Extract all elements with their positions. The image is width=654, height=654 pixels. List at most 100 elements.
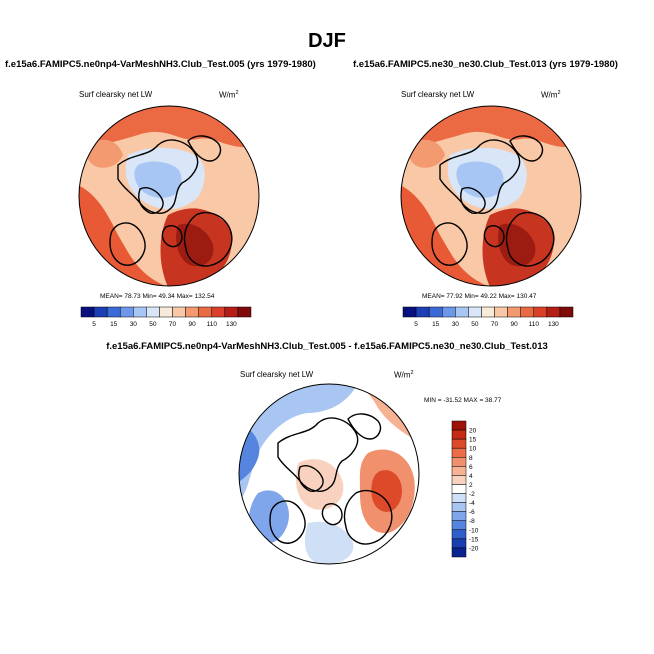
coastline — [505, 211, 555, 267]
colorbar-swatch — [451, 502, 467, 512]
colorbar-tick-label: 5 — [414, 321, 418, 328]
map-boundary — [78, 105, 260, 287]
colorbar-tick-label: 110 — [207, 321, 218, 328]
coastline — [187, 135, 222, 162]
panel1-units: W/m2 — [219, 90, 239, 100]
colorbar-tick-label: 5 — [92, 321, 96, 328]
map-contour-region — [304, 521, 354, 564]
panel1-polar-map — [78, 105, 260, 287]
map-contour-region — [407, 139, 445, 168]
colorbar-swatch — [451, 420, 467, 431]
coastline — [483, 225, 505, 248]
colorbar-swatch — [451, 511, 467, 521]
colorbar-swatch — [451, 438, 467, 449]
coastlines — [109, 135, 233, 267]
colorbar-tick-label: 130 — [226, 321, 237, 328]
colorbar-tick-label: 70 — [169, 321, 177, 328]
colorbar-tick-label: -4 — [469, 500, 475, 507]
diff-variable-label: Surf clearsky net LW — [240, 370, 314, 379]
colorbar-swatch — [451, 529, 467, 540]
colorbar-swatch — [146, 306, 160, 318]
figure-title: DJF — [308, 30, 346, 52]
colorbar-tick-label: 50 — [149, 321, 157, 328]
colorbar-swatch — [520, 306, 535, 318]
colorbar-swatch — [451, 484, 467, 494]
colorbar-swatch — [533, 306, 548, 318]
panel2-polar-map — [400, 105, 582, 287]
colorbar-swatch — [451, 475, 467, 485]
colorbar-tick-label: 15 — [469, 437, 477, 444]
map-contour-region — [295, 459, 344, 510]
colorbar-tick-label: 8 — [469, 455, 473, 462]
diff-stats: MIN = -31.52 MAX = 38.77 — [424, 397, 502, 404]
coastline — [109, 222, 146, 266]
panel2-variable-label: Surf clearsky net LW — [401, 90, 475, 99]
map-contour-region — [239, 384, 358, 503]
colorbar-swatch — [237, 306, 252, 318]
colorbar-swatch — [172, 306, 186, 318]
colorbar-tick-label: -20 — [469, 545, 479, 552]
colorbar-swatch — [455, 306, 469, 318]
colorbar-swatch — [494, 306, 508, 318]
colorbar-tick-label: 50 — [471, 321, 479, 328]
colorbar-tick-label: -6 — [469, 509, 475, 516]
colorbar-tick-label: 90 — [189, 321, 197, 328]
colorbar-swatch — [133, 306, 147, 318]
map-boundary — [238, 383, 420, 565]
panel1-colorbar: 5 15 30 50 70 90 110 130 — [80, 306, 252, 328]
coastline — [161, 225, 183, 248]
coastline — [183, 211, 233, 267]
colorbar-tick-label: 110 — [529, 321, 540, 328]
colorbar-swatch — [546, 306, 561, 318]
colorbar-tick-label: 4 — [469, 473, 473, 480]
panel2-colorbar: 5 15 30 50 70 90 110 130 — [402, 306, 574, 328]
colorbar-tick-label: 20 — [469, 428, 477, 435]
panel1-variable-label: Surf clearsky net LW — [79, 90, 153, 99]
colorbar-swatch — [451, 493, 467, 503]
coastline — [298, 465, 324, 492]
colorbar-swatch — [428, 306, 443, 318]
colorbar-swatch — [106, 306, 121, 318]
colorbar-swatch — [93, 306, 108, 318]
coastline — [269, 500, 306, 544]
colorbar-swatch — [224, 306, 239, 318]
coastline — [138, 187, 164, 214]
colorbar-tick-label: 30 — [452, 321, 460, 328]
coastline — [509, 135, 544, 162]
colorbar-tick-label: 70 — [491, 321, 499, 328]
coastline — [460, 187, 486, 214]
map-contour-region — [176, 223, 214, 267]
colorbar-swatch — [451, 538, 467, 549]
colorbar-tick-label: 2 — [469, 482, 473, 489]
diff-panel-title: f.e15a6.FAMIPC5.ne0np4-VarMeshNH3.Club_T… — [106, 341, 548, 352]
colorbar-swatch — [481, 306, 495, 318]
colorbar-swatch — [402, 306, 417, 318]
panel1-stats: MEAN= 78.73 Min= 49.34 Max= 132.54 — [100, 293, 215, 300]
colorbar-swatch — [451, 547, 467, 558]
colorbar-tick-label: 6 — [469, 464, 473, 471]
coastline — [343, 489, 393, 545]
colorbar-swatch — [451, 447, 467, 458]
panel2-title: f.e15a6.FAMIPC5.ne30_ne30.Club_Test.013 … — [353, 59, 618, 70]
colorbar-swatch — [119, 306, 134, 318]
colorbar-swatch — [451, 429, 467, 440]
colorbar-swatch — [441, 306, 456, 318]
coastline — [347, 413, 382, 440]
colorbar-tick-label: 130 — [548, 321, 559, 328]
colorbar-swatch — [185, 306, 199, 318]
map-contour-region — [85, 139, 123, 168]
coastline — [321, 503, 343, 526]
colorbar-swatch — [211, 306, 226, 318]
colorbar-tick-label: 15 — [110, 321, 118, 328]
panel2-units: W/m2 — [541, 90, 561, 100]
map-contour-region — [537, 165, 575, 211]
panel2-stats: MEAN= 77.92 Min= 49.22 Max= 130.47 — [422, 293, 537, 300]
map-contour-region — [215, 165, 253, 211]
diff-colorbar: 20 15 10 8 6 4 2 -2 -4 -6 -8 -10 -15 -20 — [451, 420, 479, 558]
colorbar-tick-label: 10 — [469, 446, 477, 453]
colorbar-swatch — [80, 306, 95, 318]
colorbar-tick-label: -8 — [469, 518, 475, 525]
panel1-title: f.e15a6.FAMIPC5.ne0np4-VarMeshNH3.Club_T… — [5, 59, 316, 70]
map-contour-region — [134, 161, 182, 198]
coastlines — [431, 135, 555, 267]
